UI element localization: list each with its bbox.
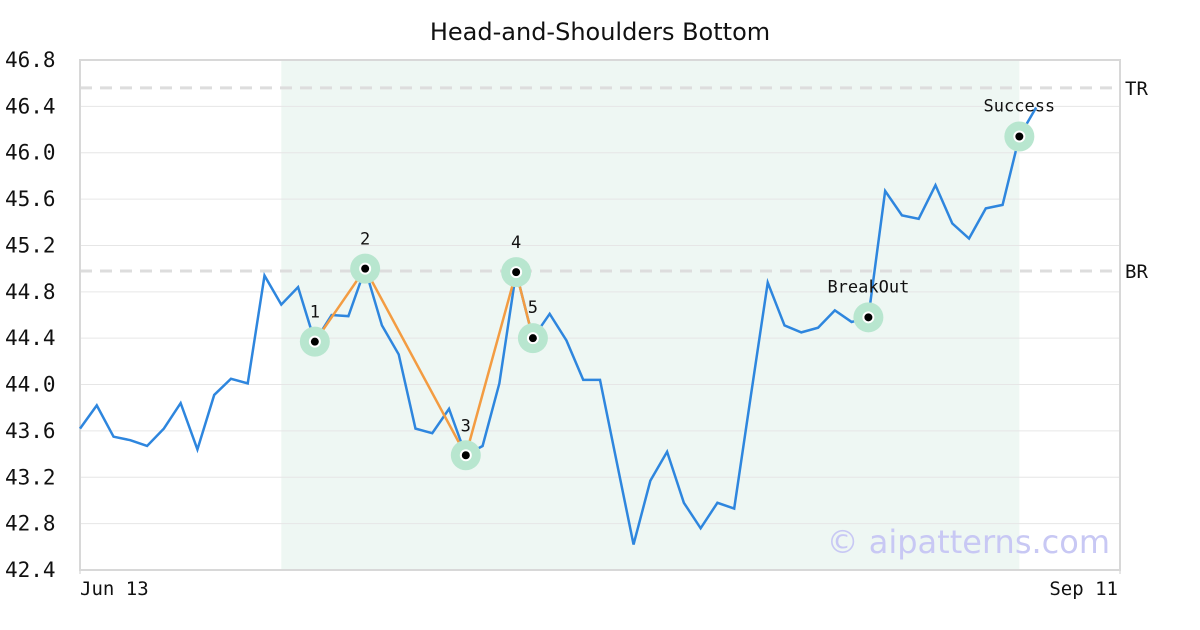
marker-label: 1 — [310, 303, 320, 323]
y-tick-label: 46.8 — [5, 48, 56, 72]
y-tick-label: 44.8 — [5, 280, 56, 304]
y-tick-label: 42.4 — [5, 558, 56, 582]
marker-label: BreakOut — [827, 277, 909, 297]
marker-label: 3 — [461, 416, 471, 436]
marker-dot — [862, 311, 875, 324]
y-tick-label: 44.4 — [5, 326, 56, 350]
watermark: © aipatterns.com — [827, 523, 1110, 561]
marker-label: 4 — [511, 233, 521, 253]
plot-frame — [79, 59, 1121, 571]
y-tick-label: 45.2 — [5, 233, 56, 257]
price-line — [78, 106, 1038, 545]
shaded-region — [281, 60, 1020, 570]
level-label: BR — [1125, 261, 1148, 283]
y-tick-label: 46.4 — [5, 94, 56, 118]
marker-label: 2 — [360, 230, 370, 250]
y-tick-label: 42.8 — [5, 512, 56, 536]
y-tick-label: 43.6 — [5, 419, 56, 443]
marker-dot — [359, 262, 372, 275]
marker-dot — [526, 332, 539, 345]
x-tick-label: Sep 11 — [1049, 578, 1118, 600]
y-tick-label: 44.0 — [5, 373, 56, 397]
marker-label: Success — [984, 97, 1056, 117]
marker-label: 5 — [528, 298, 538, 318]
x-tick-label: Jun 13 — [80, 578, 149, 600]
marker-dot — [308, 335, 321, 348]
level-label: TR — [1125, 78, 1148, 100]
marker-dot — [510, 266, 523, 279]
y-tick-label: 43.2 — [5, 465, 56, 489]
marker-dot — [459, 449, 472, 462]
chart-title: Head-and-Shoulders Bottom — [430, 18, 770, 46]
marker-dot — [1013, 130, 1026, 143]
y-tick-label: 45.6 — [5, 187, 56, 211]
y-tick-label: 46.0 — [5, 141, 56, 165]
